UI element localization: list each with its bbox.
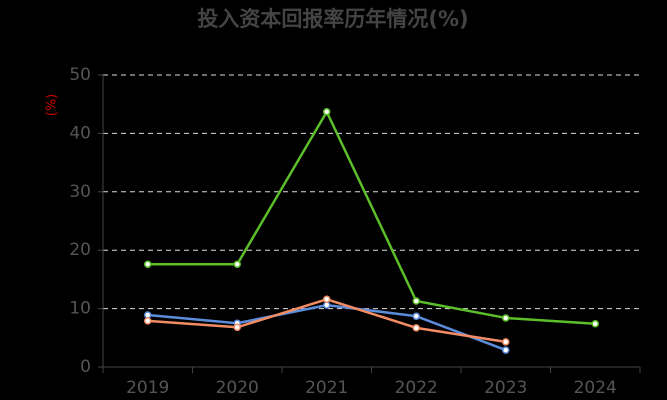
data-point [502, 346, 510, 354]
x-tick-label: 2020 [216, 378, 259, 398]
x-tick-label: 2019 [126, 378, 169, 398]
data-point [502, 338, 510, 346]
y-tick-label: 20 [69, 240, 91, 260]
series-line [147, 303, 507, 352]
y-tick-label: 40 [69, 123, 91, 143]
data-point [323, 295, 331, 304]
y-tick-label: 0 [80, 357, 91, 377]
data-point [233, 323, 241, 332]
x-tick-label: 2022 [395, 378, 438, 398]
data-point [412, 324, 420, 332]
data-point [233, 260, 241, 268]
data-point [323, 108, 331, 116]
data-point [412, 312, 420, 320]
series-line [147, 109, 596, 326]
data-point [412, 297, 420, 305]
y-axis-label: (%) [45, 94, 60, 117]
data-point [591, 320, 599, 328]
x-tick-label: 2024 [574, 378, 617, 398]
x-tick-label: 2021 [305, 378, 348, 398]
data-point [502, 314, 510, 322]
y-tick-label: 10 [69, 299, 91, 319]
y-tick-label: 50 [69, 65, 91, 85]
y-tick-label: 30 [69, 182, 91, 202]
x-tick-label: 2023 [484, 378, 527, 398]
chart-title: 投入资本回报率历年情况(%) [197, 7, 468, 31]
data-point [144, 317, 152, 325]
data-point [144, 260, 152, 268]
